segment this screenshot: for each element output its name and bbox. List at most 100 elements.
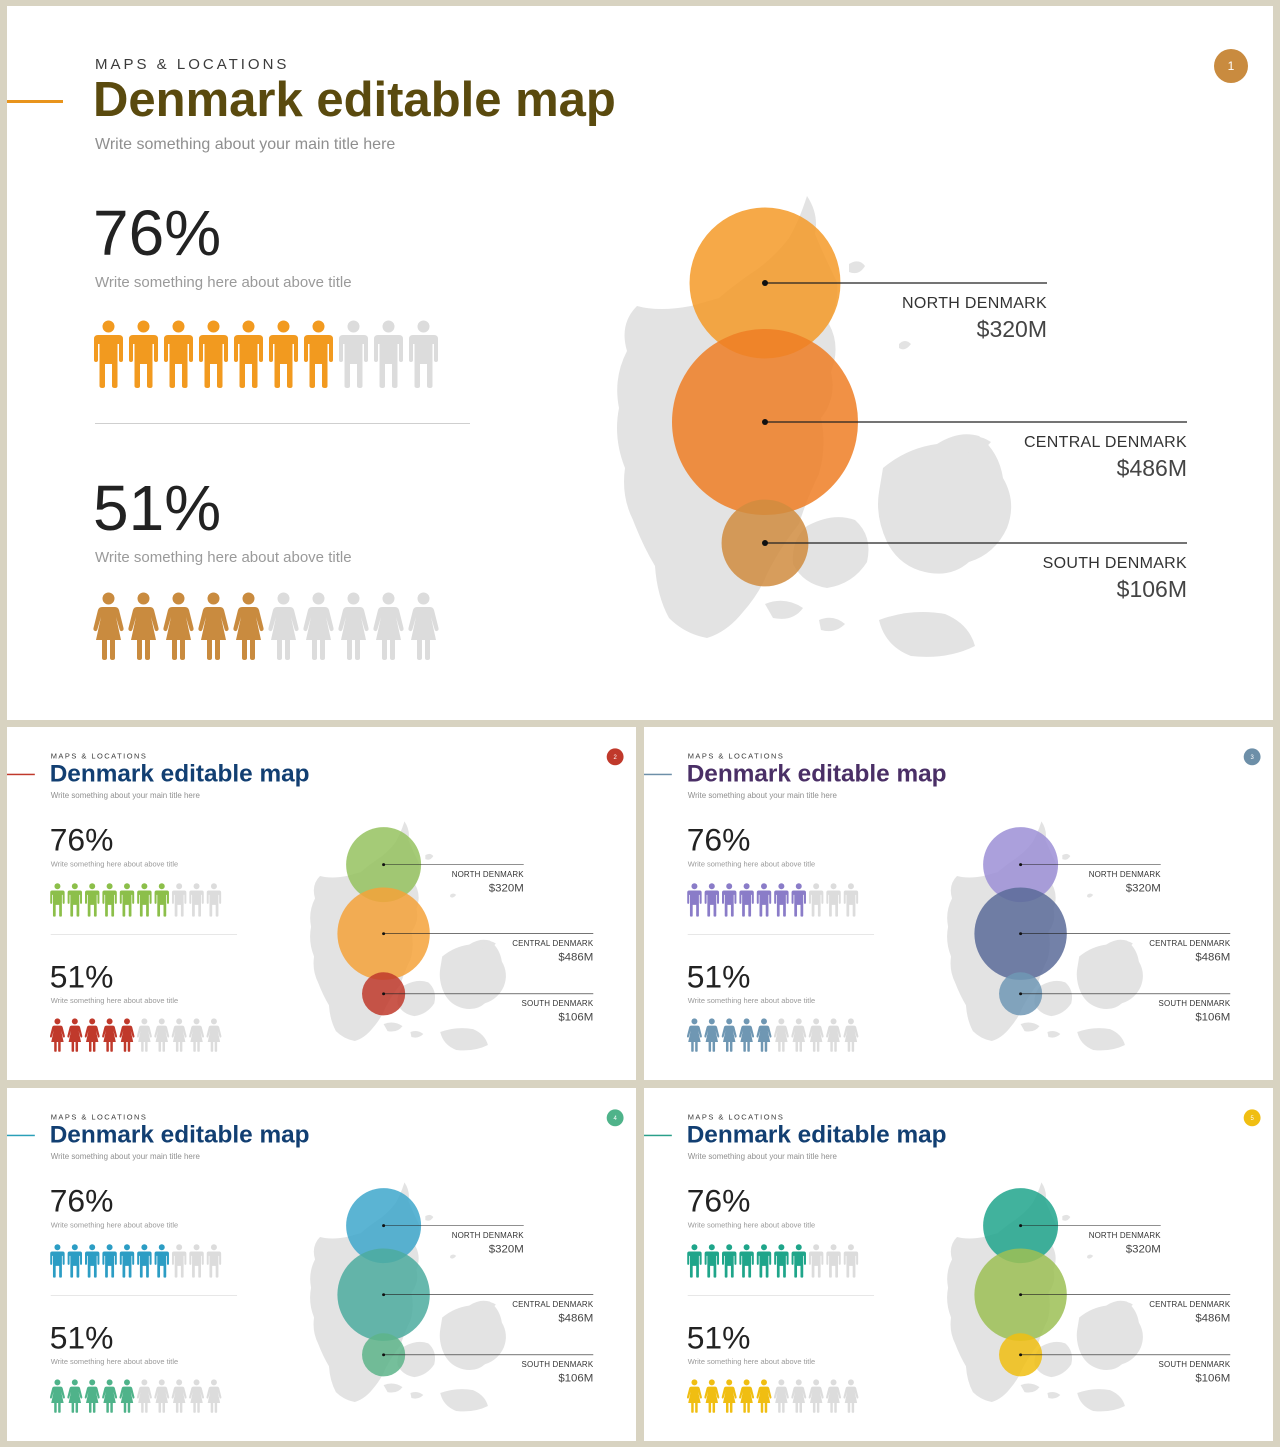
female-person-icon: [189, 1018, 205, 1052]
male-person-icon: [409, 320, 438, 388]
male-person-icon: [808, 1244, 824, 1278]
people-pictogram-row: [686, 1379, 859, 1413]
male-person-icon: [774, 883, 789, 917]
female-person-icon: [704, 1379, 720, 1413]
page-title: Denmark editable map: [49, 1121, 310, 1149]
male-person-icon: [687, 1244, 702, 1278]
people-pictogram-row: [49, 1379, 222, 1413]
male-person-icon: [171, 1244, 187, 1278]
stat-percentage: 76%: [93, 197, 222, 269]
female-person-icon: [189, 1379, 205, 1413]
region-value: $106M: [1116, 576, 1187, 602]
female-person-icon: [268, 592, 299, 660]
male-person-icon: [171, 883, 187, 917]
slide-number-badge: 3: [1243, 748, 1261, 766]
title-accent-rule: [7, 1134, 35, 1137]
slide-3[interactable]: NORTH DENMARK $320M CENTRAL DENMARK $486M SO…: [644, 727, 1273, 1080]
female-person-icon: [119, 1018, 135, 1052]
leader-dot: [1019, 1353, 1023, 1357]
leader-dot: [1019, 863, 1023, 867]
female-person-icon: [102, 1379, 118, 1413]
region-name: CENTRAL DENMARK: [512, 1300, 594, 1310]
female-person-icon: [198, 592, 229, 660]
slide-4[interactable]: NORTH DENMARK $320M CENTRAL DENMARK $486M SO…: [7, 1088, 636, 1441]
female-person-icon: [49, 1018, 65, 1052]
region-value: $106M: [1195, 1371, 1231, 1385]
male-person-icon: [154, 1244, 169, 1278]
male-person-icon: [774, 1244, 789, 1278]
region-name: CENTRAL DENMARK: [1023, 434, 1187, 451]
female-person-icon: [338, 592, 369, 660]
female-person-icon: [128, 592, 159, 660]
section-kicker: MAPS & LOCATIONS: [687, 1112, 785, 1122]
stat-percentage: 51%: [686, 958, 751, 995]
male-person-icon: [739, 1244, 754, 1278]
slide-canvas: NORTH DENMARK $320M CENTRAL DENMARK $486M SO…: [7, 727, 636, 1080]
female-person-icon: [808, 1379, 824, 1413]
region-name: NORTH DENMARK: [1088, 1231, 1161, 1241]
leader-dot: [1019, 932, 1023, 936]
region-value: $486M: [558, 1311, 594, 1324]
female-person-icon: [791, 1379, 807, 1413]
female-person-icon: [136, 1018, 152, 1052]
stat-description: Write something here about above title: [50, 860, 179, 869]
female-person-icon: [739, 1379, 755, 1413]
female-person-icon: [154, 1379, 170, 1413]
male-person-icon: [687, 883, 702, 917]
female-person-icon: [136, 1379, 152, 1413]
page-title: Denmark editable map: [49, 760, 310, 788]
male-person-icon: [164, 320, 193, 388]
section-kicker: MAPS & LOCATIONS: [687, 751, 785, 761]
page-subtitle: Write something about your main title he…: [50, 791, 200, 801]
stat-description: Write something here about above title: [50, 1221, 179, 1230]
slide-1[interactable]: NORTH DENMARK $320M CENTRAL DENMARK $486M SO…: [7, 6, 1273, 720]
female-person-icon: [773, 1018, 789, 1052]
leader-dot: [1019, 1224, 1023, 1228]
female-person-icon: [206, 1379, 222, 1413]
slide-number-badge: 1: [1214, 49, 1248, 83]
male-person-icon: [85, 883, 100, 917]
male-person-icon: [339, 320, 368, 388]
stat-description: Write something here about above title: [687, 1357, 816, 1367]
leader-dot: [762, 280, 768, 286]
female-person-icon: [739, 1018, 755, 1052]
female-person-icon: [154, 1018, 170, 1052]
female-person-icon: [756, 1379, 772, 1413]
page-title: Denmark editable map: [686, 760, 947, 788]
region-name: NORTH DENMARK: [1088, 870, 1161, 880]
female-person-icon: [373, 592, 404, 660]
region-value: $106M: [558, 1010, 594, 1024]
people-pictogram-row: [93, 320, 439, 388]
female-person-icon: [233, 592, 264, 660]
title-accent-rule: [7, 100, 63, 103]
female-person-icon: [84, 1018, 100, 1052]
male-person-icon: [50, 1244, 65, 1278]
slide-canvas: NORTH DENMARK $320M CENTRAL DENMARK $486M SO…: [644, 1088, 1273, 1441]
stat-percentage: 51%: [49, 1319, 114, 1356]
leader-dot: [382, 863, 386, 867]
stats-divider: [95, 423, 470, 424]
region-map: [617, 196, 1187, 657]
female-person-icon: [756, 1018, 772, 1052]
page-title: Denmark editable map: [686, 1121, 947, 1149]
male-person-icon: [206, 883, 222, 917]
slide-number-badge: 5: [1243, 1109, 1261, 1127]
male-person-icon: [722, 883, 737, 917]
region-name: SOUTH DENMARK: [521, 999, 594, 1009]
stat-description: Write something here about above title: [687, 996, 816, 1006]
region-name: CENTRAL DENMARK: [1149, 1300, 1231, 1310]
slide-2[interactable]: NORTH DENMARK $320M CENTRAL DENMARK $486M SO…: [7, 727, 636, 1080]
male-person-icon: [756, 1244, 772, 1278]
male-person-icon: [269, 320, 298, 388]
male-person-icon: [739, 883, 754, 917]
male-person-icon: [722, 1244, 737, 1278]
people-pictogram-row: [50, 883, 222, 917]
female-person-icon: [843, 1018, 859, 1052]
slide-5[interactable]: NORTH DENMARK $320M CENTRAL DENMARK $486M SO…: [644, 1088, 1273, 1441]
male-person-icon: [374, 320, 403, 388]
leader-dot: [382, 932, 386, 936]
slide-number-badge: 2: [606, 748, 624, 766]
stat-percentage: 51%: [686, 1319, 751, 1356]
region-name: SOUTH DENMARK: [1158, 999, 1231, 1009]
male-person-icon: [843, 883, 859, 917]
